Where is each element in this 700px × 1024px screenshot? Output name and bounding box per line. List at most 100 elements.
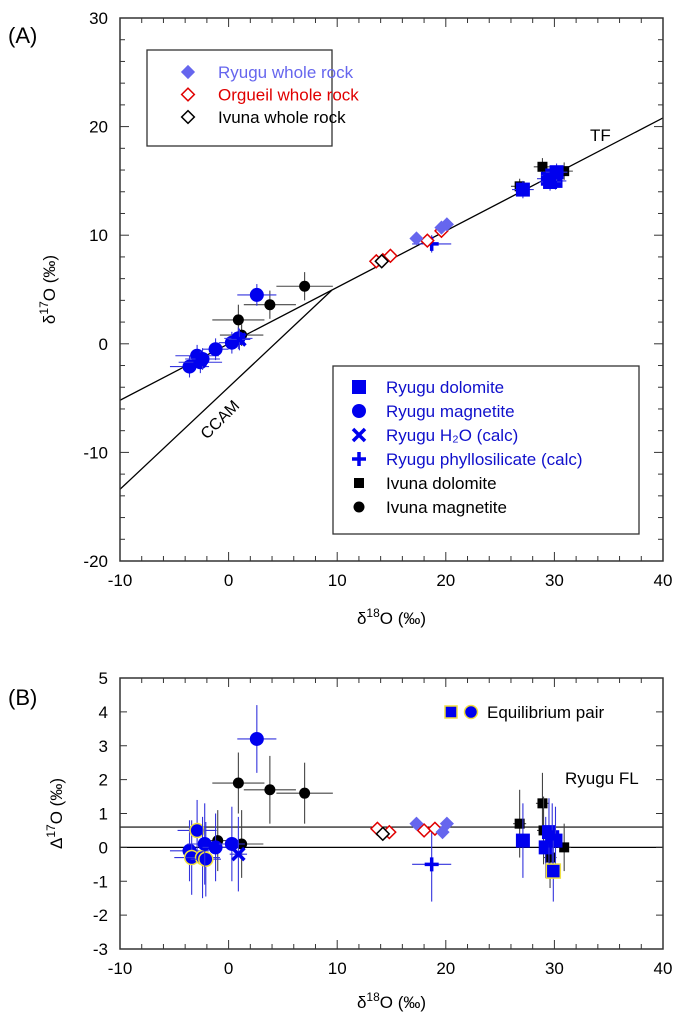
marker-circle — [224, 836, 239, 851]
data-point — [545, 840, 562, 902]
legend-entry: Ivuna magnetite — [353, 498, 507, 517]
plot-area — [120, 117, 663, 490]
x-tick-label: 30 — [545, 959, 564, 978]
series-ryugu-dolomite — [512, 163, 568, 199]
marker-square-small — [514, 818, 525, 829]
x-axis-label: δ18O (‰) — [357, 606, 426, 628]
legend-marker-x — [351, 427, 367, 443]
marker-circle — [195, 352, 210, 367]
marker-circle — [249, 731, 264, 746]
y-tick-label: -10 — [83, 443, 108, 462]
y-axis: -20 -10 0 10 20 30 δ17O (‰) — [37, 9, 663, 571]
panel-label: (A) — [8, 23, 37, 48]
marker-diamond-open — [382, 248, 398, 264]
y-tick-label: 0 — [99, 838, 108, 857]
marker-circle-small — [232, 314, 244, 326]
data-point — [512, 180, 534, 199]
legend-label: Equilibrium pair — [487, 703, 604, 722]
legend-entry: Ryugu H₂O (calc) — [351, 426, 518, 445]
x-tick-label: -10 — [108, 959, 133, 978]
data-point — [229, 816, 248, 892]
legend-marker-diamond-open — [180, 109, 196, 125]
y-axis-label: Δ17O (‰) — [44, 778, 66, 849]
y-tick-label: 2 — [99, 771, 108, 790]
data-point — [185, 348, 220, 370]
marker-x — [231, 846, 246, 862]
legend-label: Ryugu magnetite — [386, 402, 515, 421]
series-ryugu-h2o-calc- — [228, 328, 251, 351]
legend-label: Orgueil whole rock — [218, 86, 359, 105]
marker-circle-small — [232, 777, 244, 789]
legend-label: Ryugu phyllosilicate (calc) — [386, 450, 583, 469]
legend-entry: Ivuna whole rock — [180, 108, 346, 127]
data-point — [212, 752, 265, 814]
legend-marker-square — [444, 705, 458, 719]
data-point — [416, 823, 432, 838]
legend-entry: Ryugu phyllosilicate (calc) — [352, 450, 583, 469]
data-point — [202, 338, 229, 361]
marker-square-small — [537, 161, 548, 172]
series-ryugu-magnetite — [169, 705, 277, 899]
marker-square-small — [559, 842, 570, 853]
panel-label: (B) — [8, 685, 37, 710]
data-point — [375, 826, 391, 842]
marker-circle — [198, 851, 214, 867]
marker-square-small — [545, 852, 556, 863]
legend-label: Ivuna magnetite — [386, 498, 507, 517]
x-axis-label: δ18O (‰) — [357, 990, 426, 1012]
data-point — [177, 799, 217, 861]
data-point — [276, 762, 333, 824]
marker-square — [548, 833, 563, 848]
data-point — [218, 806, 245, 882]
data-point — [237, 284, 277, 306]
marker-circle — [208, 840, 223, 855]
data-point — [419, 233, 435, 249]
series-ivuna-dolomite — [513, 772, 571, 889]
x-axis-label-part: O (‰) — [380, 993, 426, 1012]
marker-circle-small — [299, 787, 311, 799]
legend-marker-square-small — [354, 478, 364, 488]
legend-label: Ivuna dolomite — [386, 474, 497, 493]
data-point — [412, 827, 452, 902]
marker-circle-small — [264, 299, 276, 311]
legend-entry: Orgueil whole rock — [180, 86, 359, 105]
data-point — [434, 220, 449, 235]
marker-circle — [182, 359, 197, 374]
y-axis-label: δ17O (‰) — [37, 255, 59, 324]
y-tick-label: -20 — [83, 552, 108, 571]
marker-diamond-open — [419, 233, 435, 249]
series-ryugu-phyllosilicate-calc- — [412, 827, 452, 902]
series-ryugu-dolomite — [515, 798, 563, 902]
legend-marker-diamond-open — [180, 87, 196, 102]
series-ryugu-whole-rock — [409, 816, 454, 840]
legend-label: Ryugu dolomite — [386, 378, 504, 397]
data-point — [382, 248, 398, 264]
legend-label: Ryugu whole rock — [218, 63, 354, 82]
x-tick-label: 10 — [328, 571, 347, 590]
legend-box — [332, 365, 640, 535]
x-axis-label-part: 18 — [366, 990, 380, 1004]
marker-circle — [189, 822, 205, 839]
legend-marker-circle-small — [353, 501, 365, 513]
reference-line-ccam — [120, 289, 333, 490]
data-point — [409, 816, 424, 831]
y-tick-label: 5 — [99, 669, 108, 688]
legend-entry: Ryugu magnetite — [352, 402, 515, 421]
data-point — [243, 755, 296, 824]
x-tick-label: 20 — [436, 571, 455, 590]
data-point — [545, 163, 568, 181]
x-axis: -10 0 10 20 30 40 δ18O (‰) — [108, 678, 672, 1012]
legend-marker-square — [352, 380, 366, 394]
x-tick-label: 30 — [545, 571, 564, 590]
x-axis: -10 0 10 20 30 40 δ18O (‰) — [108, 18, 672, 628]
legend-marker-circle — [352, 404, 366, 418]
marker-circle — [249, 287, 264, 302]
plot-area — [120, 705, 663, 902]
data-point — [409, 231, 424, 246]
marker-circle — [208, 342, 223, 357]
marker-diamond-open — [416, 823, 432, 838]
x-tick-label: 10 — [328, 959, 347, 978]
annotation-tf: TF — [590, 126, 611, 145]
